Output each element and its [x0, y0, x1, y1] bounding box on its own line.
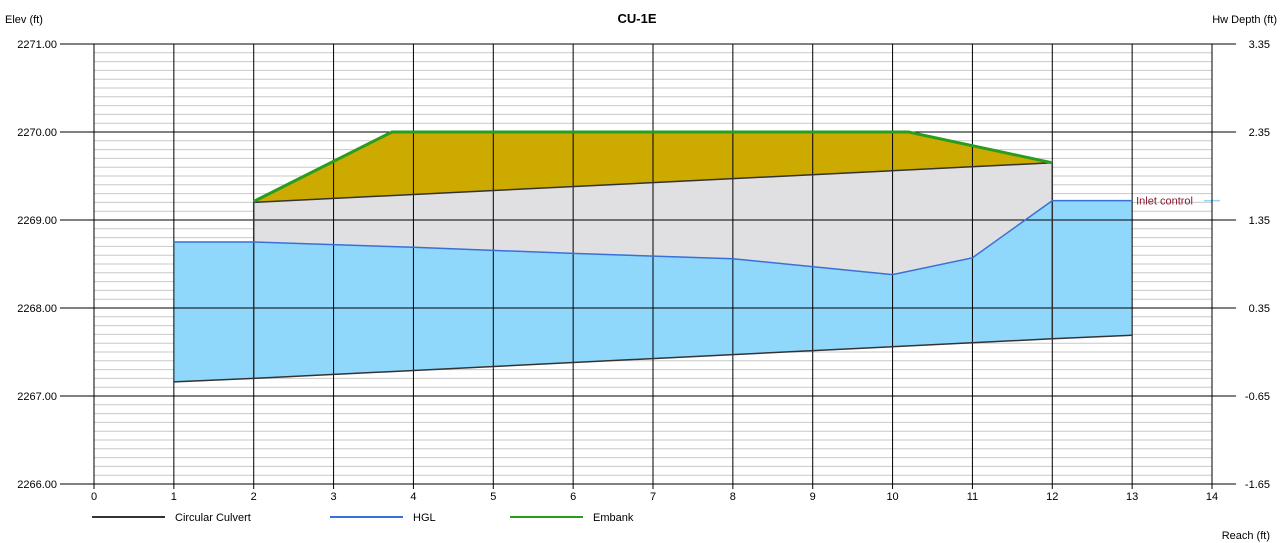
x-tick-label: 13	[1126, 491, 1138, 503]
y-axis-ticks: 2266.00 2267.00 2268.00 2269.00 2270.00 2271.…	[17, 39, 94, 491]
x-tick-label: 9	[810, 491, 816, 503]
x-tick-label: 8	[730, 491, 736, 503]
y2-tick-label: -1.65	[1245, 479, 1270, 491]
x-tick-label: 12	[1046, 491, 1058, 503]
y2-tick-label: -0.65	[1245, 391, 1270, 403]
x-tick-label: 14	[1206, 491, 1218, 503]
x-tick-label: 1	[171, 491, 177, 503]
y2-tick-label: 3.35	[1249, 39, 1270, 51]
y-axis-label: Elev (ft)	[5, 14, 43, 26]
y-tick-label: 2271.00	[17, 39, 57, 51]
embank-line	[253, 130, 1053, 203]
hgl-line	[173, 199, 1133, 276]
x-tick-label: 2	[251, 491, 257, 503]
x-tick-label: 11	[967, 491, 978, 503]
x-axis-ticks: 0 1 2 3 4 5 6 7 8 9 10 11 12 13 14	[91, 484, 1218, 503]
legend-label-hgl: HGL	[413, 512, 436, 524]
y-tick-label: 2267.00	[17, 391, 57, 403]
y2-tick-label: 1.35	[1249, 215, 1270, 227]
y-tick-label: 2268.00	[17, 303, 57, 315]
y-tick-label: 2266.00	[17, 479, 57, 491]
y-tick-label: 2270.00	[17, 127, 57, 139]
legend-label-circular-culvert: Circular Culvert	[175, 512, 251, 524]
series-lines	[173, 130, 1220, 383]
x-tick-label: 7	[650, 491, 656, 503]
inlet-control-annotation: Inlet control	[1136, 196, 1193, 208]
y2-axis-label: Hw Depth (ft)	[1212, 14, 1277, 26]
x-axis-label: Reach (ft)	[1222, 530, 1270, 542]
x-tick-label: 6	[570, 491, 576, 503]
culvert-invert-line	[173, 334, 1133, 383]
y-tick-label: 2269.00	[17, 215, 57, 227]
y2-axis-ticks: -1.65 -0.65 0.35 1.35 2.35 3.35	[1212, 39, 1270, 491]
x-tick-label: 3	[331, 491, 337, 503]
y2-tick-label: 0.35	[1249, 303, 1270, 315]
culvert-crown-line	[253, 162, 1053, 204]
x-tick-label: 5	[490, 491, 496, 503]
x-tick-label: 4	[410, 491, 416, 503]
x-tick-label: 10	[886, 491, 898, 503]
x-tick-label: 0	[91, 491, 97, 503]
legend: Circular Culvert HGL Embank	[92, 512, 634, 524]
chart-title: CU-1E	[617, 11, 656, 26]
y2-tick-label: 2.35	[1249, 127, 1270, 139]
legend-label-embank: Embank	[593, 512, 634, 524]
